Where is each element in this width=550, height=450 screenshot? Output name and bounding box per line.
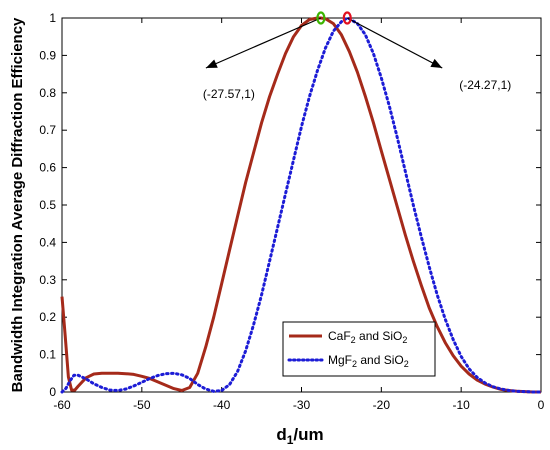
x-tick-label: -20 (373, 398, 391, 412)
y-tick-label: 1 (49, 11, 56, 25)
y-tick-label: 0 (49, 385, 56, 399)
x-axis-title: d1/um (276, 425, 323, 447)
y-tick-label: 0.5 (39, 198, 56, 212)
annotation-label: (-24.27,1) (459, 78, 511, 92)
annotation-layer: (-27.57,1) (-24.27,1) (203, 11, 511, 101)
legend-label-mgf2-a-sub: 2 (352, 359, 357, 369)
legend-label-caf2-b-sub: 2 (402, 335, 407, 345)
y-tick-label: 0.4 (39, 235, 56, 249)
annotation-arrow-line (205, 17, 322, 69)
legend-label-mgf2-a: MgF (328, 353, 352, 367)
y-axis-title: Bandwidth Integration Average Diffractio… (9, 17, 26, 392)
x-tick-label: -40 (213, 398, 231, 412)
legend-label-caf2-a: CaF (328, 329, 351, 343)
x-axis-title-sub: 1 (287, 433, 294, 447)
x-tick-label: -60 (53, 398, 71, 412)
x-axis-title-tail: /um (293, 425, 323, 444)
legend-label-mgf2: MgF2 and SiO2 (328, 353, 409, 369)
legend-box (282, 321, 436, 377)
x-tick-label: -50 (133, 398, 151, 412)
series-line-caf2 (60, 16, 541, 394)
legend-label-caf2-a-sub: 2 (351, 335, 356, 345)
x-tick-label: -10 (452, 398, 470, 412)
annotation-arrow-head (205, 59, 218, 68)
y-tick-label: 0.1 (39, 348, 56, 362)
y-tick-label: 0.8 (39, 86, 56, 100)
y-tick-label: 0.7 (39, 123, 56, 137)
legend: CaF2 and SiO2 MgF2 and SiO2 (282, 321, 436, 377)
axis-ticks: -60 -50 -40 -30 -20 -10 0 0 0.1 0.2 0.3 0.4 0.5 0.6 0.… (39, 11, 544, 412)
x-axis-title-main: d (276, 425, 286, 444)
x-tick-label: -30 (293, 398, 311, 412)
x-tick-label: 0 (538, 398, 545, 412)
annotation-label: (-27.57,1) (203, 87, 255, 101)
series-layer (60, 16, 543, 394)
y-tick-label: 0.3 (39, 273, 56, 287)
legend-label-caf2-b: and SiO (356, 329, 403, 343)
peak-marker (342, 11, 352, 25)
annotation-arrow-line (346, 17, 443, 69)
peak-marker (316, 11, 326, 25)
y-tick-label: 0.6 (39, 161, 56, 175)
legend-label-caf2: CaF2 and SiO2 (328, 329, 407, 345)
y-tick-label: 0.2 (39, 310, 56, 324)
legend-label-mgf2-b: and SiO (357, 353, 404, 367)
series-line-mgf2 (60, 16, 543, 394)
y-tick-label: 0.9 (39, 48, 56, 62)
annotation-arrow-head (430, 58, 443, 68)
legend-label-mgf2-b-sub: 2 (404, 359, 409, 369)
